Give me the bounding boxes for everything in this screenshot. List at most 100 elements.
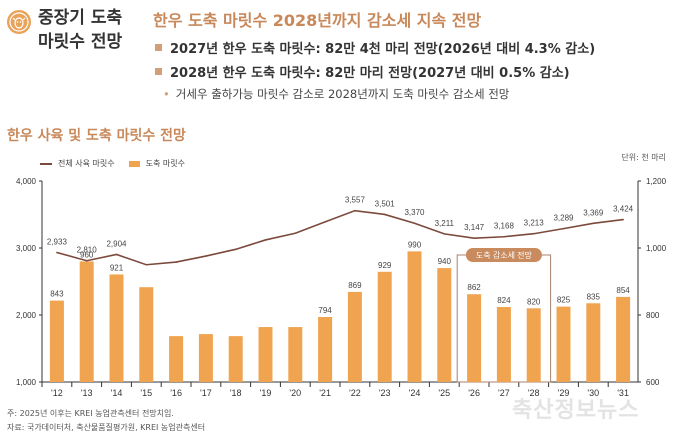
x-tick-label: '13 [81, 388, 93, 398]
x-tick-label: '19 [260, 388, 272, 398]
line-point [443, 233, 446, 235]
left-tick-label: 3,000 [16, 244, 37, 253]
line-point [85, 259, 88, 262]
line-point [145, 263, 148, 266]
x-tick-label: '17 [200, 388, 212, 398]
note: 주: 2025년 이후는 KREI 농업관측센터 전망치임. [7, 409, 174, 418]
bar-label: 825 [557, 296, 571, 305]
bullet-text: 2028년 한우 도축 마릿수: 82만 마리 전망(2027년 대비 0.5%… [170, 66, 570, 81]
x-tick-label: '21 [319, 388, 331, 398]
line-point [622, 218, 624, 221]
line-point [354, 209, 356, 212]
line-series [56, 209, 624, 266]
line-point [562, 227, 565, 230]
legend: 전체 사육 마릿수 도축 마릿수 [40, 158, 185, 169]
line-point [473, 237, 475, 239]
bar [198, 334, 213, 382]
bar-label: 824 [497, 296, 511, 305]
bar-label: 921 [110, 263, 124, 272]
bar-label: 843 [50, 290, 64, 299]
x-tick-label: '24 [409, 388, 421, 398]
bar-label: 869 [348, 281, 362, 290]
side-title-line2: 마릿수 전망 [38, 32, 123, 52]
bar [437, 268, 452, 382]
bar [288, 327, 303, 382]
line-label: 3,557 [345, 196, 366, 205]
line-point [503, 235, 505, 238]
unit-label: 단위: 천 마리 [621, 153, 666, 162]
bar-label: 854 [616, 286, 630, 295]
legend-bar-label: 도축 마릿수 [145, 159, 185, 168]
x-tick-label: '26 [468, 388, 480, 398]
bar [228, 336, 243, 382]
line-point [413, 222, 416, 225]
line-label: 3,211 [435, 219, 455, 228]
bar [616, 296, 631, 382]
line-label: 2,904 [106, 239, 127, 248]
bar-label: 929 [378, 261, 392, 270]
bar-label: 820 [527, 297, 541, 306]
bar [79, 261, 94, 382]
dot-icon: • [163, 87, 170, 101]
x-tick-label: '18 [230, 388, 242, 398]
legend-bar-swatch [128, 160, 140, 167]
sub-bullet: • 거세우 출하가능 마릿수 감소로 2028년까지 도축 마릿수 감소세 전망 [163, 86, 509, 102]
watermark: 축산정보뉴스 [512, 398, 640, 423]
bar [586, 303, 601, 382]
line-point [234, 248, 237, 251]
x-tick-label: '12 [51, 388, 63, 398]
line-label: 3,213 [524, 219, 545, 228]
line-point [294, 232, 297, 235]
bar-label: 940 [438, 257, 452, 266]
x-tick-label: '25 [438, 388, 450, 398]
x-tick-label: '20 [289, 388, 301, 398]
bullet-text: 2027년 한우 도축 마릿수: 82만 4천 마리 전망(2026년 대비 4… [170, 42, 596, 57]
right-tick-label: 1,200 [646, 177, 667, 186]
bar [467, 294, 482, 382]
x-tick-label: '14 [111, 388, 123, 398]
annotation-badge [465, 248, 542, 262]
line-label: 3,147 [464, 223, 485, 232]
bullet-2028: 2028년 한우 도축 마릿수: 82만 마리 전망(2027년 대비 0.5%… [155, 62, 570, 81]
line-point [592, 222, 595, 225]
line-label: 3,369 [583, 208, 604, 217]
x-tick-label: '29 [558, 388, 570, 398]
x-tick-label: '30 [587, 388, 599, 398]
line-label: 3,501 [375, 199, 396, 208]
right-tick-label: 1,000 [646, 244, 667, 253]
line-label: 2,933 [47, 237, 68, 246]
line-point [383, 213, 386, 216]
line-point [264, 239, 267, 241]
sub-bullet-text: 거세우 출하가능 마릿수 감소로 2028년까지 도축 마릿수 감소세 전망 [175, 87, 510, 101]
bar [139, 287, 154, 382]
bar-label: 835 [587, 292, 601, 301]
bar [556, 306, 571, 382]
line-label: 3,370 [404, 208, 425, 217]
line-point [175, 261, 177, 263]
line-label: 3,289 [553, 214, 574, 223]
x-tick-label: '31 [617, 388, 629, 398]
bullet-square-icon [155, 68, 162, 75]
bar [347, 291, 362, 382]
bullet-2027: 2027년 한우 도축 마릿수: 82만 4천 마리 전망(2026년 대비 4… [155, 38, 595, 57]
bar [377, 271, 392, 382]
side-title-line1: 중장기 도축 [38, 8, 123, 28]
x-tick-label: '16 [170, 388, 182, 398]
line-point [205, 255, 207, 257]
x-tick-label: '15 [140, 388, 152, 398]
legend-line-swatch [40, 162, 52, 165]
headline: 한우 도축 마릿수 2028년까지 감소세 지속 전망 [153, 11, 482, 30]
right-tick-label: 800 [646, 311, 660, 320]
line-point [115, 253, 118, 256]
cow-face-icon [7, 10, 31, 34]
chart: 1,000 2,000 3,000 4,000 600 800 1,000 1,200 '12 '… [16, 177, 667, 398]
bar [169, 336, 184, 382]
x-tick-label: '28 [528, 388, 540, 398]
bar [496, 306, 511, 382]
source: 자료: 국가데이터처, 축산물품질평가원, KREI 농업관측센터 [7, 423, 206, 432]
x-tick-label: '23 [379, 388, 391, 398]
bar-label: 960 [80, 250, 94, 259]
left-tick-label: 1,000 [16, 378, 37, 387]
left-tick-label: 4,000 [16, 177, 37, 186]
x-tick-label: '22 [349, 388, 361, 398]
